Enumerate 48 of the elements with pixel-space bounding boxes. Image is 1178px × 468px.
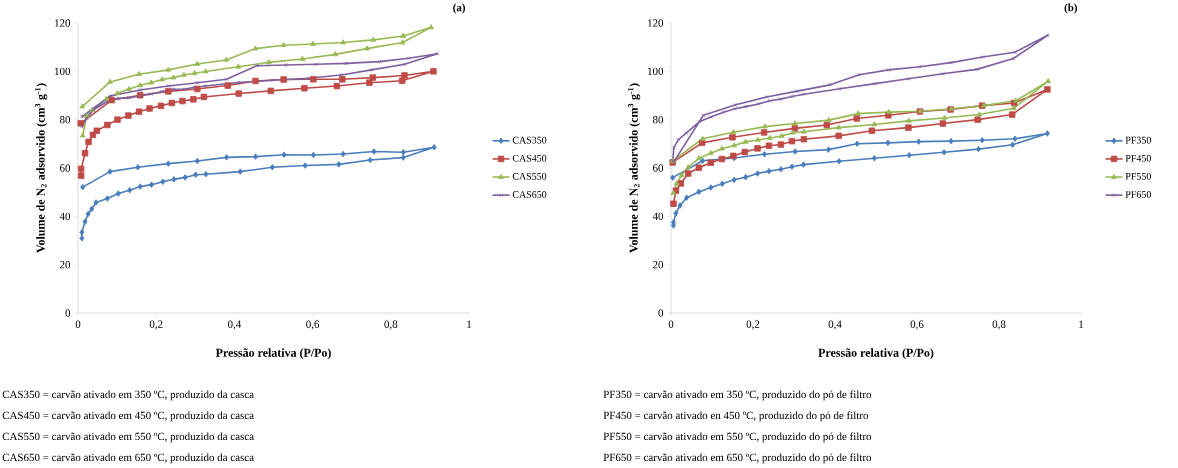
- x-tick-label: 0,4: [828, 320, 842, 330]
- text: CAS650 = carvão ativado em 650 ºC, produzido da casca: [2, 453, 254, 464]
- y-axis-title: Volume de N$_{2}$ adsorvido (cm$^{3}$ g$^{-1}$): [34, 83, 48, 253]
- text: PF650 = carvão ativado em 650 ºC, produzido do pó de filtro: [603, 453, 872, 464]
- text: CAS450 = carvão ativado em 450 ºC, produzido da casca: [2, 411, 254, 422]
- y-tick-label: 120: [648, 19, 664, 27]
- y-tick-label: 20: [653, 260, 664, 269]
- x-axis-title: Pressão relativa (P/Po): [818, 348, 934, 360]
- x-tick-label: 1: [467, 320, 472, 328]
- legend-label: PF350: [1125, 136, 1151, 144]
- y-tick-label: 40: [59, 212, 71, 221]
- x-tick-label: 0,8: [992, 320, 1006, 330]
- x-tick-label: 0: [668, 320, 674, 328]
- x-tick-label: 0: [75, 320, 81, 328]
- y-tick-label: 80: [652, 115, 664, 124]
- y-tick-label: 0: [65, 309, 71, 317]
- legend-label: PF450: [1125, 154, 1151, 162]
- chart-title: (a): [453, 3, 466, 14]
- y-tick-label: 80: [59, 115, 71, 124]
- x-tick-label: 0,6: [910, 320, 924, 330]
- x-tick-label: 0,8: [384, 320, 398, 330]
- text: PF550 = carvão ativado em 550 ºC, produzido do pó de filtro: [603, 432, 872, 443]
- y-tick-label: 120: [55, 19, 71, 27]
- x-tick-label: 0,2: [149, 320, 163, 330]
- y-tick-label: 100: [648, 67, 664, 76]
- text: CAS350 = carvão ativado em 350 ºC, produzido da casca: [2, 390, 254, 401]
- legend-label: PF650: [1125, 191, 1151, 198]
- chart-title: (b): [1064, 3, 1078, 14]
- x-tick-label: 0,4: [227, 320, 242, 330]
- y-tick-label: 20: [60, 260, 71, 269]
- x-tick-label: 0,2: [746, 320, 760, 330]
- legend-label: CAS350: [512, 136, 547, 144]
- x-tick-label: 1: [1079, 320, 1084, 328]
- y-tick-label: 60: [60, 164, 71, 172]
- x-axis-title: Pressão relativa (P/Po): [215, 348, 331, 360]
- y-tick-label: 100: [55, 67, 71, 76]
- y-tick-label: 40: [652, 212, 664, 221]
- y-tick-label: 60: [653, 164, 664, 172]
- legend-label: CAS650: [512, 191, 547, 198]
- text: PF450 = carvão ativado en 450 ºC, produzido do pó de filtro: [603, 411, 869, 422]
- x-tick-label: 0,6: [306, 320, 320, 330]
- legend-label: CAS550: [512, 172, 547, 180]
- legend-label: PF550: [1125, 172, 1151, 180]
- y-tick-label: 0: [658, 309, 664, 317]
- text: CAS550 = carvão ativado em 550 ºC, produzido da casca: [2, 432, 254, 443]
- text: PF350 = carvão ativado em 350 ºC, produzido do pó de filtro: [603, 390, 872, 401]
- y-axis-title: Volume de N$_{2}$ adsorvido (cm$^{3}$ g$^{-1}$): [627, 83, 641, 253]
- legend-label: CAS450: [512, 154, 547, 162]
